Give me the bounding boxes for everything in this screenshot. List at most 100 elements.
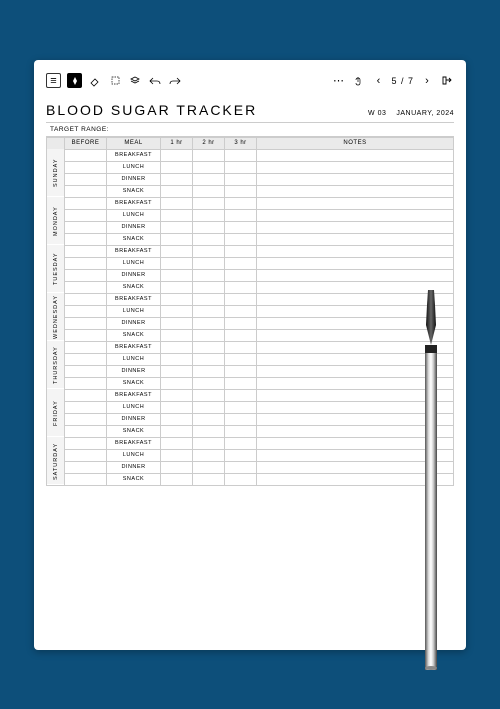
notes-cell[interactable] <box>257 389 454 401</box>
hour-cell[interactable] <box>225 413 257 425</box>
undo-icon[interactable] <box>148 74 162 88</box>
hour-cell[interactable] <box>161 149 193 161</box>
before-cell[interactable] <box>65 329 107 341</box>
hour-cell[interactable] <box>225 173 257 185</box>
hour-cell[interactable] <box>193 377 225 389</box>
exit-icon[interactable] <box>440 74 454 88</box>
hour-cell[interactable] <box>225 461 257 473</box>
notes-cell[interactable] <box>257 281 454 293</box>
before-cell[interactable] <box>65 149 107 161</box>
layers-icon[interactable] <box>128 74 142 88</box>
before-cell[interactable] <box>65 173 107 185</box>
hour-cell[interactable] <box>225 401 257 413</box>
hour-cell[interactable] <box>161 437 193 449</box>
notes-cell[interactable] <box>257 437 454 449</box>
notes-cell[interactable] <box>257 197 454 209</box>
notes-cell[interactable] <box>257 305 454 317</box>
before-cell[interactable] <box>65 353 107 365</box>
hour-cell[interactable] <box>193 221 225 233</box>
hour-cell[interactable] <box>225 293 257 305</box>
notes-cell[interactable] <box>257 173 454 185</box>
before-cell[interactable] <box>65 341 107 353</box>
hour-cell[interactable] <box>193 449 225 461</box>
hour-cell[interactable] <box>225 377 257 389</box>
hour-cell[interactable] <box>193 389 225 401</box>
hour-cell[interactable] <box>193 293 225 305</box>
before-cell[interactable] <box>65 221 107 233</box>
hour-cell[interactable] <box>193 185 225 197</box>
hour-cell[interactable] <box>225 305 257 317</box>
notes-cell[interactable] <box>257 425 454 437</box>
hour-cell[interactable] <box>225 269 257 281</box>
hour-cell[interactable] <box>161 257 193 269</box>
before-cell[interactable] <box>65 269 107 281</box>
notes-cell[interactable] <box>257 221 454 233</box>
hour-cell[interactable] <box>161 425 193 437</box>
before-cell[interactable] <box>65 461 107 473</box>
hour-cell[interactable] <box>161 377 193 389</box>
hour-cell[interactable] <box>161 413 193 425</box>
hour-cell[interactable] <box>225 473 257 485</box>
notes-cell[interactable] <box>257 149 454 161</box>
hour-cell[interactable] <box>161 473 193 485</box>
hour-cell[interactable] <box>193 233 225 245</box>
hour-cell[interactable] <box>161 329 193 341</box>
notes-cell[interactable] <box>257 233 454 245</box>
notes-cell[interactable] <box>257 473 454 485</box>
hour-cell[interactable] <box>193 401 225 413</box>
hour-cell[interactable] <box>161 389 193 401</box>
hour-cell[interactable] <box>193 461 225 473</box>
hour-cell[interactable] <box>225 161 257 173</box>
hour-cell[interactable] <box>161 173 193 185</box>
hour-cell[interactable] <box>193 341 225 353</box>
hour-cell[interactable] <box>161 185 193 197</box>
hour-cell[interactable] <box>225 149 257 161</box>
hour-cell[interactable] <box>161 221 193 233</box>
hour-cell[interactable] <box>193 425 225 437</box>
notes-cell[interactable] <box>257 461 454 473</box>
hour-cell[interactable] <box>161 353 193 365</box>
hour-cell[interactable] <box>161 281 193 293</box>
hour-cell[interactable] <box>225 317 257 329</box>
hour-cell[interactable] <box>193 209 225 221</box>
target-range-row[interactable]: TARGET RANGE: <box>46 122 454 137</box>
hour-cell[interactable] <box>225 209 257 221</box>
pen-tool-icon[interactable] <box>67 73 82 88</box>
hour-cell[interactable] <box>225 365 257 377</box>
hour-cell[interactable] <box>193 197 225 209</box>
hour-cell[interactable] <box>225 353 257 365</box>
hour-cell[interactable] <box>193 149 225 161</box>
notes-cell[interactable] <box>257 293 454 305</box>
hour-cell[interactable] <box>193 365 225 377</box>
hour-cell[interactable] <box>161 449 193 461</box>
notes-cell[interactable] <box>257 245 454 257</box>
notes-cell[interactable] <box>257 353 454 365</box>
before-cell[interactable] <box>65 245 107 257</box>
notes-cell[interactable] <box>257 365 454 377</box>
notes-cell[interactable] <box>257 269 454 281</box>
select-icon[interactable] <box>108 74 122 88</box>
hour-cell[interactable] <box>193 305 225 317</box>
hour-cell[interactable] <box>225 425 257 437</box>
hour-cell[interactable] <box>225 341 257 353</box>
hour-cell[interactable] <box>161 341 193 353</box>
notes-cell[interactable] <box>257 413 454 425</box>
prev-page-icon[interactable]: ‹ <box>371 74 385 88</box>
before-cell[interactable] <box>65 413 107 425</box>
before-cell[interactable] <box>65 293 107 305</box>
hour-cell[interactable] <box>193 413 225 425</box>
before-cell[interactable] <box>65 473 107 485</box>
hour-cell[interactable] <box>193 269 225 281</box>
touch-icon[interactable] <box>351 74 365 88</box>
hour-cell[interactable] <box>193 317 225 329</box>
hour-cell[interactable] <box>225 197 257 209</box>
hour-cell[interactable] <box>161 293 193 305</box>
hour-cell[interactable] <box>193 257 225 269</box>
next-page-icon[interactable]: › <box>420 74 434 88</box>
before-cell[interactable] <box>65 305 107 317</box>
before-cell[interactable] <box>65 377 107 389</box>
hour-cell[interactable] <box>225 233 257 245</box>
before-cell[interactable] <box>65 389 107 401</box>
hour-cell[interactable] <box>225 221 257 233</box>
notes-cell[interactable] <box>257 185 454 197</box>
